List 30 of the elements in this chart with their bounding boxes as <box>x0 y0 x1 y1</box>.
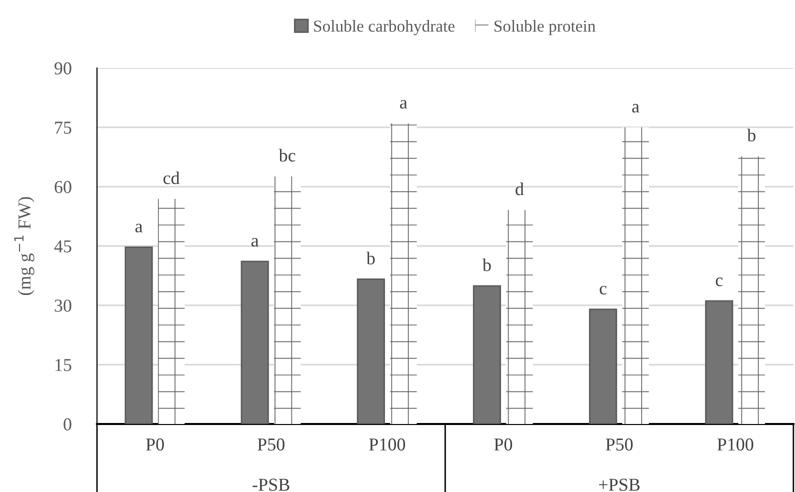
y-axis-title: (mg g$^{−1}$ FW) <box>14 197 34 296</box>
data-label: a <box>400 100 408 109</box>
data-label: a <box>251 238 259 247</box>
data-label: d <box>516 182 524 196</box>
data-label: b <box>366 252 375 264</box>
text: +PSB <box>599 478 640 491</box>
data-label: b <box>747 128 756 142</box>
y-tick-label: 90 <box>54 62 72 74</box>
data-label: bc <box>278 148 296 162</box>
x-tick-label: P0 <box>494 438 512 451</box>
y-tick-label: 30 <box>54 300 72 312</box>
legend-label: Soluble protein <box>494 20 596 36</box>
y-tick-label: 45 <box>54 240 72 252</box>
data-label: cd <box>163 171 180 184</box>
y-tick-label: 0 <box>64 418 72 430</box>
x-tick-label: P50 <box>258 438 284 451</box>
text: -PSB <box>252 478 290 491</box>
data-label: a <box>632 104 640 113</box>
data-label: c <box>600 286 607 295</box>
y-tick-label: 75 <box>55 122 72 134</box>
legend-label: Soluble carbohydrate <box>314 20 455 36</box>
x-tick-label: P50 <box>606 438 633 451</box>
x-tick-label: P0 <box>146 438 164 451</box>
x-tick-label: P100 <box>369 438 406 451</box>
y-tick-label: 60 <box>54 180 72 194</box>
y-tick-label: 15 <box>56 359 72 372</box>
data-label: a <box>135 224 143 232</box>
data-label: b <box>482 258 491 272</box>
x-tick-label: P100 <box>717 438 754 451</box>
data-label: c <box>716 278 723 286</box>
